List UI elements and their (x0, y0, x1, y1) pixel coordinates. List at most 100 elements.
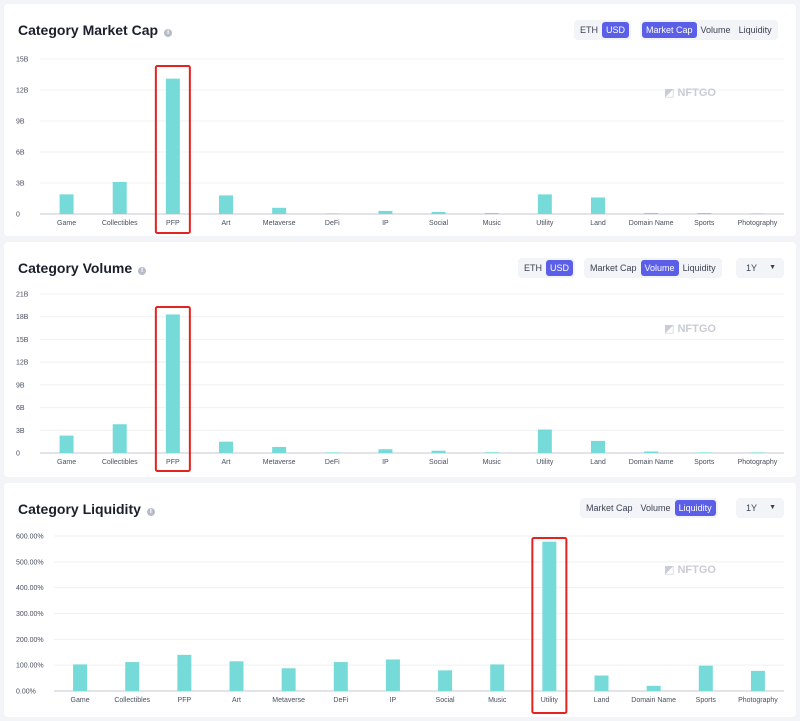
period-dropdown[interactable]: 1Y ▼ (736, 258, 784, 278)
y-tick-label: 12B (16, 360, 29, 367)
bar-music[interactable] (484, 452, 499, 453)
bar-collectibles[interactable] (112, 181, 127, 214)
currency-usd-option[interactable]: USD (602, 22, 630, 38)
bar-domain-name[interactable] (644, 451, 659, 453)
metric-liquidity-option[interactable]: Liquidity (682, 263, 716, 273)
y-tick-label: 18B (16, 314, 29, 321)
y-tick-label: 6B (16, 150, 25, 157)
highlight-box (531, 537, 568, 714)
market-cap-chart: 0 3B 6B 9B 12B 15B ◩ NFTGO Game Collectibles PFP A… (16, 57, 784, 234)
bar-ip[interactable] (378, 449, 393, 453)
volume-panel: Category Volume i ETH USD Market Cap Volu… (4, 242, 796, 477)
metric-liquidity-option[interactable]: Liquidity (738, 25, 772, 35)
bar-metaverse[interactable] (281, 668, 296, 691)
bar-sports[interactable] (697, 212, 712, 214)
x-tick-label: IP (382, 220, 389, 227)
bar-social[interactable] (431, 211, 446, 214)
y-tick-label: 15B (16, 57, 29, 64)
x-tick-label: Sports (694, 220, 715, 227)
bar-art[interactable] (219, 195, 233, 214)
x-tick-label: Game (71, 697, 90, 704)
bar-utility[interactable] (537, 429, 552, 453)
period-dropdown[interactable]: 1Y ▼ (736, 498, 784, 518)
info-icon[interactable]: i (164, 29, 173, 37)
bar-defi[interactable] (333, 662, 348, 691)
bar-art[interactable] (219, 441, 233, 453)
metric-volume-option[interactable]: Volume (640, 503, 671, 513)
bar-domain-name[interactable] (644, 212, 659, 214)
metric-market-cap-option[interactable]: Market Cap (590, 263, 637, 273)
x-tick-label: DeFi (333, 697, 348, 704)
x-tick-label: IP (390, 697, 397, 704)
x-tick-label: DeFi (325, 459, 340, 466)
bar-art[interactable] (229, 661, 244, 691)
bar-collectibles[interactable] (125, 662, 140, 691)
bar-music[interactable] (484, 212, 499, 214)
volume-chart: 0 3B 6B 9B 12B 15B 18B 21B ◩ NFTGO Game Collectibl… (16, 292, 784, 472)
metric-liquidity-option[interactable]: Liquidity (674, 500, 716, 516)
currency-eth-option[interactable]: ETH (524, 263, 542, 273)
bar-metaverse[interactable] (272, 207, 287, 214)
x-tick-label: Metaverse (272, 697, 305, 704)
bar-defi[interactable] (325, 452, 340, 453)
x-tick-label: Music (483, 459, 502, 466)
bar-defi[interactable] (325, 213, 340, 214)
bar-sports[interactable] (697, 452, 712, 453)
y-tick-label: 200.00% (16, 637, 44, 644)
volume-title: Category Volume (18, 260, 133, 276)
bar-social[interactable] (431, 450, 446, 453)
bar-land[interactable] (591, 440, 605, 453)
bar-game[interactable] (73, 664, 88, 691)
bar-photography[interactable] (750, 452, 765, 453)
watermark-logo: ◩ NFTGO (664, 323, 716, 335)
info-icon[interactable]: i (146, 508, 155, 516)
y-tick-label: 600.00% (16, 534, 44, 541)
bar-social[interactable] (438, 670, 453, 691)
x-tick-label: Land (594, 697, 610, 704)
bar-land[interactable] (594, 675, 609, 692)
y-tick-label: 0.00% (16, 689, 36, 696)
bar-game[interactable] (59, 435, 74, 453)
metric-market-cap-option[interactable]: Market Cap (642, 22, 697, 38)
bar-utility[interactable] (537, 194, 552, 214)
liquidity-panel: Category Liquidity i Market Cap Volume Li… (4, 483, 796, 717)
bar-sports[interactable] (698, 665, 713, 691)
y-tick-label: 0 (16, 212, 20, 219)
y-tick-label: 3B (16, 428, 25, 435)
x-tick-label: Domain Name (629, 220, 674, 227)
x-tick-label: PFP (166, 220, 180, 227)
bar-pfp[interactable] (165, 78, 180, 214)
bar-music[interactable] (490, 664, 505, 691)
period-value: 1Y (746, 503, 758, 513)
metric-volume-option[interactable]: Volume (640, 260, 679, 276)
metric-market-cap-option[interactable]: Market Cap (586, 503, 633, 513)
bar-collectibles[interactable] (112, 424, 127, 453)
watermark-logo: ◩ NFTGO (664, 564, 716, 576)
metric-volume-option[interactable]: Volume (700, 25, 731, 35)
y-tick-label: 6B (16, 405, 25, 412)
x-tick-label: Photography (738, 697, 778, 704)
bar-photography[interactable] (750, 213, 765, 214)
info-icon[interactable]: i (138, 267, 147, 275)
bar-ip[interactable] (378, 210, 393, 214)
bar-pfp[interactable] (177, 654, 192, 691)
bar-land[interactable] (591, 197, 605, 214)
liquidity-chart: 0.00% 100.00% 200.00% 300.00% 400.00% 500.00%… (16, 534, 784, 714)
bar-photography[interactable] (750, 670, 765, 691)
bar-domain-name[interactable] (646, 685, 661, 691)
currency-eth-option[interactable]: ETH (580, 25, 598, 35)
y-tick-label: 300.00% (16, 611, 44, 618)
bar-pfp[interactable] (165, 314, 180, 453)
currency-usd-option[interactable]: USD (546, 260, 574, 276)
bar-utility[interactable] (542, 541, 557, 691)
x-tick-label: Social (429, 220, 449, 227)
chevron-down-icon: ▼ (769, 264, 776, 271)
x-tick-label: Collectibles (102, 220, 138, 227)
x-tick-label: Domain Name (629, 459, 674, 466)
bar-ip[interactable] (385, 659, 400, 691)
x-tick-label: PFP (166, 459, 180, 466)
x-tick-label: Sports (696, 697, 717, 704)
x-tick-label: Domain Name (631, 697, 676, 704)
bar-game[interactable] (59, 194, 74, 214)
bar-metaverse[interactable] (272, 446, 287, 453)
